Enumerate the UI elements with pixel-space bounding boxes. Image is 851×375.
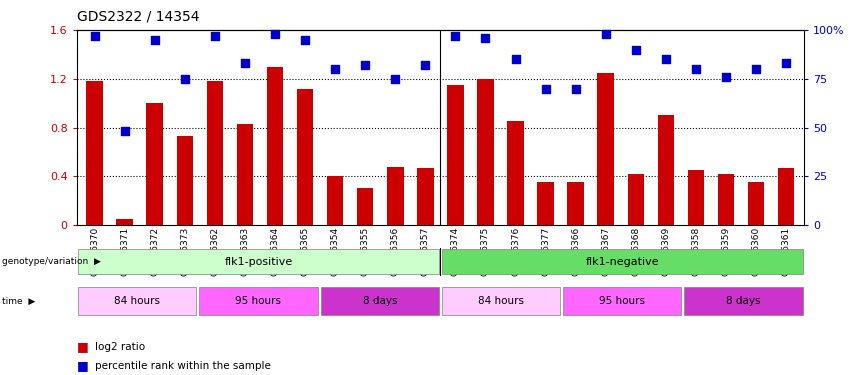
- Bar: [688, 170, 705, 225]
- Text: 8 days: 8 days: [363, 296, 397, 306]
- Point: [599, 31, 613, 37]
- Bar: [207, 81, 223, 225]
- Text: 84 hours: 84 hours: [478, 296, 524, 306]
- Point: [780, 60, 793, 66]
- Point: [178, 76, 191, 82]
- Bar: [266, 67, 283, 225]
- Bar: [442, 249, 802, 274]
- Point: [299, 37, 312, 43]
- Point: [448, 33, 462, 39]
- Point: [719, 74, 733, 80]
- Point: [328, 66, 342, 72]
- Point: [478, 35, 492, 41]
- Point: [659, 56, 672, 62]
- Point: [208, 33, 222, 39]
- Point: [148, 37, 162, 43]
- Text: 84 hours: 84 hours: [114, 296, 160, 306]
- Text: ■: ■: [77, 340, 93, 353]
- Bar: [199, 286, 317, 315]
- Text: ■: ■: [77, 359, 93, 372]
- Bar: [568, 182, 584, 225]
- Bar: [321, 286, 439, 315]
- Bar: [684, 286, 802, 315]
- Bar: [237, 124, 254, 225]
- Bar: [117, 219, 133, 225]
- Text: percentile rank within the sample: percentile rank within the sample: [95, 361, 271, 370]
- Bar: [477, 79, 494, 225]
- Text: time  ▶: time ▶: [2, 296, 35, 305]
- Text: 95 hours: 95 hours: [599, 296, 645, 306]
- Point: [749, 66, 762, 72]
- Bar: [717, 174, 734, 225]
- Point: [509, 56, 523, 62]
- Point: [419, 62, 432, 68]
- Bar: [563, 286, 682, 315]
- Bar: [507, 122, 524, 225]
- Point: [539, 86, 552, 92]
- Bar: [297, 88, 313, 225]
- Point: [629, 46, 643, 53]
- Text: 95 hours: 95 hours: [236, 296, 282, 306]
- Bar: [417, 168, 434, 225]
- Point: [118, 128, 132, 134]
- Text: flk1-positive: flk1-positive: [225, 256, 293, 267]
- Point: [689, 66, 703, 72]
- Bar: [537, 182, 554, 225]
- Bar: [447, 85, 464, 225]
- Bar: [387, 166, 403, 225]
- Bar: [327, 176, 344, 225]
- Bar: [748, 182, 764, 225]
- Bar: [627, 174, 644, 225]
- Text: genotype/variation  ▶: genotype/variation ▶: [2, 257, 100, 266]
- Point: [358, 62, 372, 68]
- Point: [268, 31, 282, 37]
- Bar: [597, 73, 614, 225]
- Point: [238, 60, 252, 66]
- Point: [389, 76, 403, 82]
- Text: 8 days: 8 days: [726, 296, 761, 306]
- Bar: [78, 286, 197, 315]
- Text: flk1-negative: flk1-negative: [585, 256, 660, 267]
- Point: [568, 86, 582, 92]
- Bar: [357, 188, 374, 225]
- Bar: [146, 103, 163, 225]
- Text: GDS2322 / 14354: GDS2322 / 14354: [77, 9, 199, 23]
- Point: [88, 33, 101, 39]
- Bar: [86, 81, 103, 225]
- Bar: [442, 286, 560, 315]
- Bar: [78, 249, 439, 274]
- Text: log2 ratio: log2 ratio: [95, 342, 146, 352]
- Bar: [658, 116, 674, 225]
- Bar: [778, 168, 795, 225]
- Bar: [176, 136, 193, 225]
